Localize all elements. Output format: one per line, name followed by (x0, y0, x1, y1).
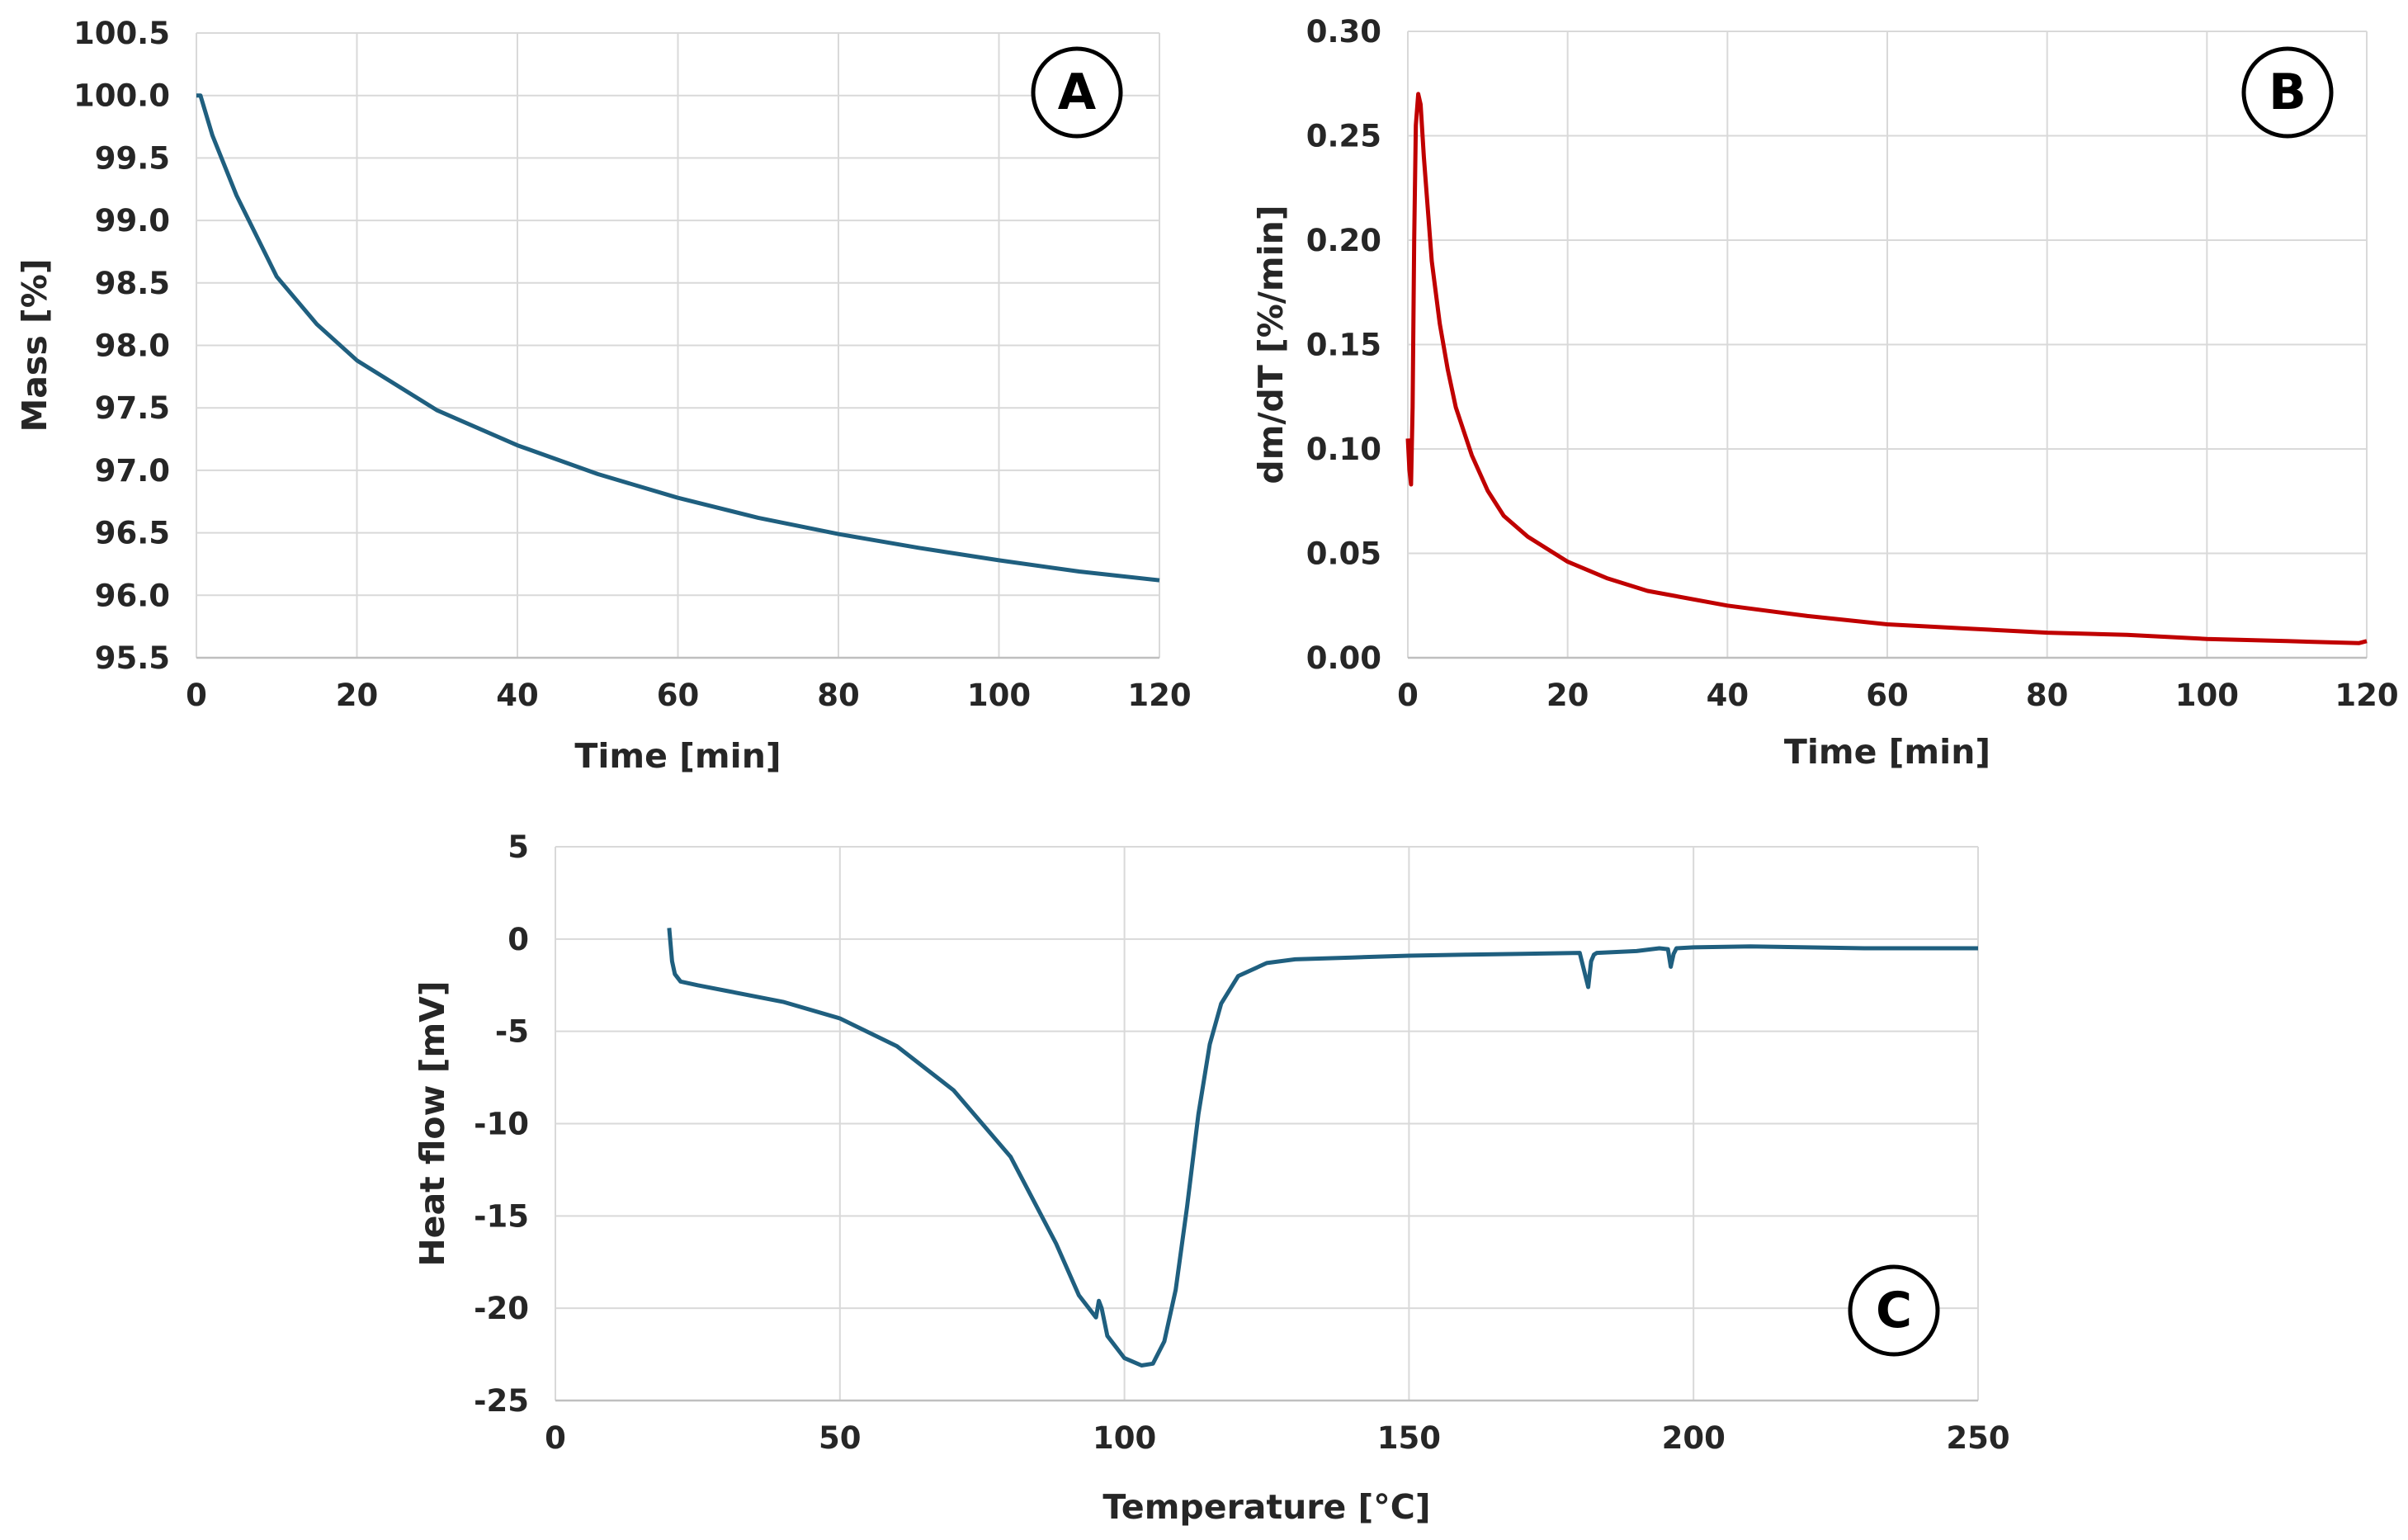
panel-a-x-tick-label: 100 (967, 678, 1031, 713)
panel-b-y-tick-label: 0.25 (1306, 119, 1381, 154)
panel-c-x-tick-label: 150 (1377, 1420, 1441, 1456)
panel-b-y-tick-labels: 0.00 0.05 0.10 0.15 0.20 0.25 0.30 (1306, 14, 1381, 676)
panel-c-x-axis-label: Temperature [°C] (1102, 1487, 1430, 1527)
panel-b-x-tick-label: 60 (1866, 678, 1909, 713)
panel-a-label: A (1058, 64, 1097, 121)
panel-a-y-tick-label: 96.0 (95, 578, 170, 613)
panel-c-x-tick-label: 50 (819, 1420, 862, 1456)
panel-b-y-axis-label: dm/dT [%/min] (1251, 205, 1291, 484)
panel-a-y-tick-label: 99.5 (95, 140, 170, 176)
panel-a-x-tick-label: 120 (1127, 678, 1191, 713)
panel-b-grid (1407, 31, 2368, 659)
panel-c-grid (555, 846, 1979, 1401)
panel-b-y-tick-label: 0.15 (1306, 328, 1381, 363)
panel-c-label-badge: C (1848, 1264, 1940, 1357)
panel-a-y-tick-label: 100.5 (73, 16, 170, 51)
panel-b-y-tick-label: 0.05 (1306, 536, 1381, 572)
panel-b-x-tick-label: 40 (1707, 678, 1749, 713)
panel-c-y-tick-label: 5 (508, 829, 529, 865)
panel-a-x-tick-label: 80 (817, 678, 860, 713)
panel-b-x-tick-label: 20 (1546, 678, 1589, 713)
panel-c-y-tick-label: -20 (474, 1291, 529, 1326)
panel-b-y-tick-label: 0.10 (1306, 432, 1381, 467)
panel-a-y-tick-label: 98.0 (95, 328, 170, 364)
panel-a-y-tick-label: 98.5 (95, 266, 170, 301)
panel-b-y-tick-label: 0.20 (1306, 223, 1381, 258)
panel-c-x-tick-label: 0 (545, 1420, 566, 1456)
panel-c-y-tick-label: -15 (474, 1198, 529, 1234)
panel-a-x-tick-labels: 0 20 40 60 80 100 120 (186, 678, 1191, 713)
panel-c-y-tick-label: -5 (495, 1014, 529, 1050)
panel-a-y-tick-label: 96.5 (95, 516, 170, 551)
panel-b-x-tick-label: 120 (2335, 678, 2398, 713)
panel-b-x-tick-label: 100 (2175, 678, 2239, 713)
panel-b-x-tick-label: 0 (1397, 678, 1419, 713)
panel-a-x-tick-label: 40 (496, 678, 539, 713)
panel-a-y-tick-label: 100.0 (73, 78, 170, 114)
panel-a-label-badge: A (1031, 46, 1123, 139)
panel-c-y-tick-label: -25 (474, 1383, 529, 1419)
panel-b-y-tick-label: 0.30 (1306, 14, 1381, 50)
panel-c-y-axis-label: Heat flow [mV] (413, 980, 452, 1266)
panel-b-x-tick-label: 80 (2026, 678, 2069, 713)
panel-a-y-tick-label: 99.0 (95, 203, 170, 239)
panel-a-grid (196, 32, 1160, 659)
panel-b-derivative-vs-time: 0 20 40 60 80 100 120 0.00 0.05 0.10 0.15 0.20 0.25… (1251, 14, 2399, 772)
panel-c-y-tick-labels: -25 -20 -15 -10 -5 0 5 (474, 829, 529, 1419)
panel-b-x-tick-labels: 0 20 40 60 80 100 120 (1397, 678, 2398, 713)
panel-c-x-tick-labels: 0 50 100 150 200 250 (545, 1420, 2009, 1456)
panel-c-x-tick-label: 200 (1662, 1420, 1726, 1456)
panel-b-x-axis-label: Time [min] (1784, 732, 1990, 772)
panel-c-heat-flow-line (667, 928, 1978, 1368)
panel-a-mass-line (196, 93, 1160, 583)
panel-a-x-tick-label: 60 (657, 678, 700, 713)
panel-c-label: C (1876, 1282, 1912, 1339)
panel-b-label: B (2269, 64, 2306, 121)
panel-c-y-tick-label: 0 (508, 922, 529, 957)
panel-b-dmdt-line (1405, 92, 2368, 645)
panel-a-y-axis-label: Mass [%] (15, 258, 54, 432)
panel-a-x-axis-label: Time [min] (574, 736, 781, 776)
panel-a-y-tick-label: 97.0 (95, 453, 170, 489)
panel-a-mass-vs-time: 0 20 40 60 80 100 120 95.5 96.0 96.5 97.0 97.5 98.0… (15, 16, 1192, 776)
panel-b-y-tick-label: 0.00 (1306, 640, 1381, 676)
panel-a-y-tick-labels: 95.5 96.0 96.5 97.0 97.5 98.0 98.5 99.0 99.5 100.… (73, 16, 170, 676)
panel-c-heat-flow-vs-temperature: 0 50 100 150 200 250 -25 -20 -15 -10 -5 0 5 Tempera… (413, 829, 2010, 1527)
panel-b-label-badge: B (2241, 46, 2334, 139)
panel-a-y-tick-label: 97.5 (95, 390, 170, 426)
panel-a-x-tick-label: 0 (186, 678, 207, 713)
panel-a-y-tick-label: 95.5 (95, 640, 170, 676)
panel-c-x-tick-label: 250 (1946, 1420, 2009, 1456)
panel-c-x-tick-label: 100 (1093, 1420, 1156, 1456)
panel-a-x-tick-label: 20 (336, 678, 379, 713)
panel-c-y-tick-label: -10 (474, 1107, 529, 1142)
